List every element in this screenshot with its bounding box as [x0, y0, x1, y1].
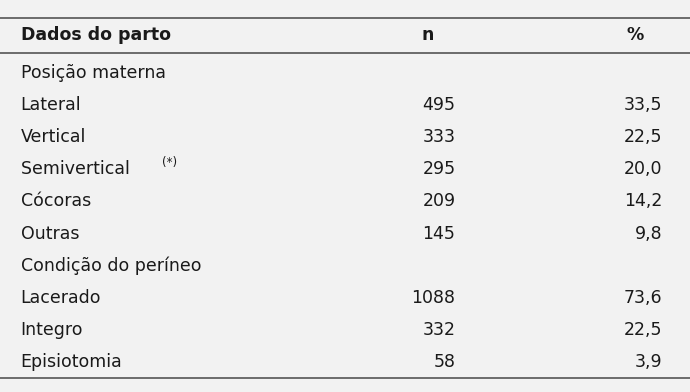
Text: Dados do parto: Dados do parto [21, 26, 170, 44]
Text: 3,9: 3,9 [635, 353, 662, 371]
Text: Cócoras: Cócoras [21, 192, 91, 211]
Text: Outras: Outras [21, 225, 79, 243]
Text: Lacerado: Lacerado [21, 289, 101, 307]
Text: 332: 332 [422, 321, 455, 339]
Text: 1088: 1088 [411, 289, 455, 307]
Text: 58: 58 [433, 353, 455, 371]
Text: Lateral: Lateral [21, 96, 81, 114]
Text: 209: 209 [422, 192, 455, 211]
Text: (*): (*) [162, 156, 177, 169]
Text: Posição materna: Posição materna [21, 64, 166, 82]
Text: 333: 333 [422, 128, 455, 146]
Text: 22,5: 22,5 [624, 321, 662, 339]
Text: 9,8: 9,8 [635, 225, 662, 243]
Text: 73,6: 73,6 [624, 289, 662, 307]
Text: 295: 295 [422, 160, 455, 178]
Text: n: n [422, 26, 434, 44]
Text: Semivertical: Semivertical [21, 160, 135, 178]
Text: 33,5: 33,5 [624, 96, 662, 114]
Text: %: % [627, 26, 644, 44]
Text: 495: 495 [422, 96, 455, 114]
Text: Condição do períneo: Condição do períneo [21, 256, 201, 275]
Text: 22,5: 22,5 [624, 128, 662, 146]
Text: 145: 145 [422, 225, 455, 243]
Text: Episiotomia: Episiotomia [21, 353, 122, 371]
Text: Vertical: Vertical [21, 128, 86, 146]
Text: 14,2: 14,2 [624, 192, 662, 211]
Text: 20,0: 20,0 [624, 160, 662, 178]
Text: Integro: Integro [21, 321, 83, 339]
